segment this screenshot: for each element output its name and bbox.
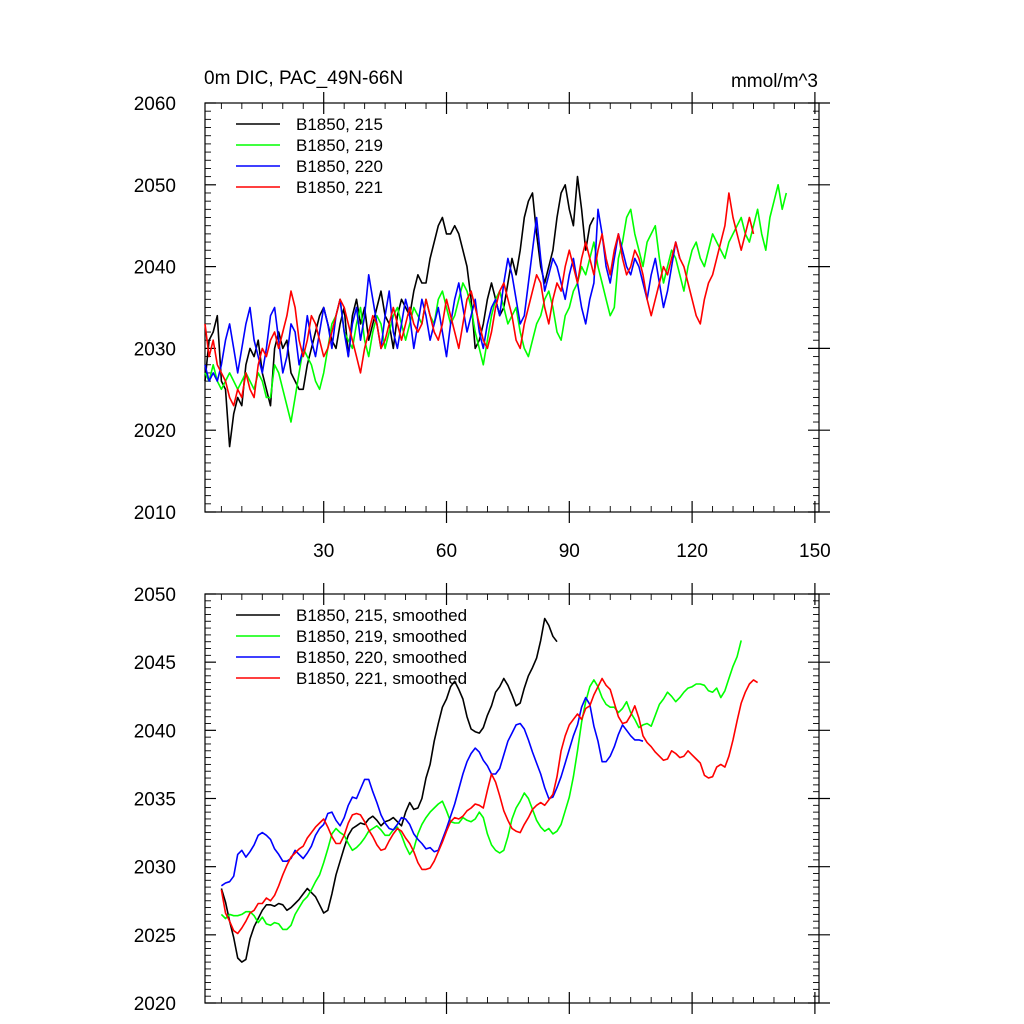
series-line-b1850-220-smoothed: [220, 696, 644, 887]
legend-label: B1850, 215: [296, 115, 383, 134]
y-tick-label: 2045: [134, 653, 176, 674]
top-panel: 30 60 90 120 150 2010 2020 2030 2040 2050 2060 B185…: [134, 92, 831, 562]
series-line-b1850-220: [204, 208, 681, 382]
legend-label: B1850, 215, smoothed: [296, 606, 467, 625]
legend-label: B1850, 219: [296, 136, 383, 155]
y-tick-label: 2035: [134, 790, 176, 811]
y-tick-label: 2030: [134, 858, 176, 879]
legend-label: B1850, 221, smoothed: [296, 669, 467, 688]
y-tick-label: 2020: [134, 421, 176, 442]
series-line-b1850-221: [204, 192, 755, 407]
legend-label: B1850, 220, smoothed: [296, 648, 467, 667]
x-tick-label: 120: [676, 541, 708, 562]
legend-label: B1850, 221: [296, 178, 383, 197]
series-line-b1850-219-smoothed: [220, 640, 742, 931]
series-line-b1850-215-smoothed: [220, 617, 558, 963]
y-tick-label: 2060: [134, 94, 176, 115]
y-tick-label: 2050: [134, 176, 176, 197]
y-tick-label: 2025: [134, 926, 176, 947]
bottom-panel: 2020 2025 2030 2035 2040 2045 2050 B1850, 215, …: [134, 583, 830, 1015]
series-line-b1850-215: [204, 175, 595, 448]
y-tick-label: 2040: [134, 258, 176, 279]
x-tick-label: 30: [313, 541, 334, 562]
y-tick-label: 2030: [134, 339, 176, 360]
x-tick-label: 90: [559, 541, 580, 562]
x-tick-label: 150: [799, 541, 831, 562]
legend-label: B1850, 220: [296, 157, 383, 176]
y-tick-label: 2010: [134, 503, 176, 524]
plot-title: 0m DIC, PAC_49N-66N: [204, 68, 403, 89]
y-tick-label: 2050: [134, 585, 176, 606]
series-line-b1850-219: [204, 184, 788, 423]
x-tick-label: 60: [436, 541, 457, 562]
units-label: mmol/m^3: [731, 71, 818, 92]
y-tick-label: 2040: [134, 721, 176, 742]
y-tick-label: 2020: [134, 994, 176, 1015]
legend-label: B1850, 219, smoothed: [296, 627, 467, 646]
series-line-b1850-221-smoothed: [220, 677, 759, 935]
